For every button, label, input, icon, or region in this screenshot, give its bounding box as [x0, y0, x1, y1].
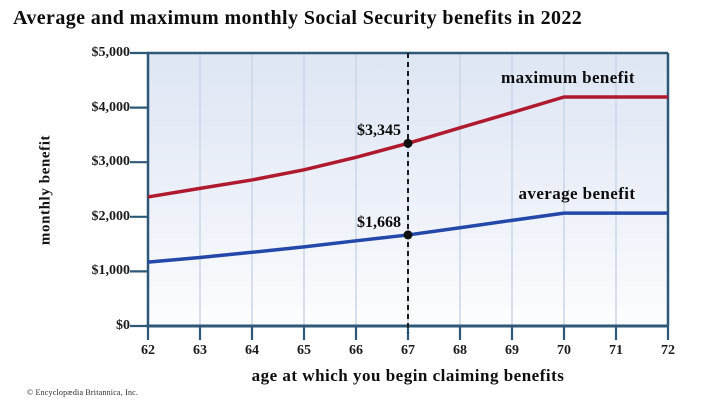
annotation-label-average: $1,668 — [357, 213, 401, 231]
x-tick-label: 63 — [193, 343, 207, 358]
y-tick-label: $0 — [116, 318, 130, 333]
x-tick-label: 69 — [505, 343, 519, 358]
legend-label-average-benefit: average benefit — [518, 184, 636, 203]
copyright-notice: © Encyclopædia Britannica, Inc. — [27, 388, 139, 397]
x-tick-label: 70 — [557, 343, 571, 358]
legend-label-maximum-benefit: maximum benefit — [501, 68, 635, 87]
y-tick-label: $5,000 — [91, 45, 131, 60]
x-tick-label: 65 — [297, 343, 311, 358]
annotation-dot — [403, 138, 413, 148]
x-tick-label: 62 — [141, 343, 155, 358]
x-tick-label: 64 — [245, 343, 259, 358]
x-tick-label: 67 — [401, 343, 415, 358]
y-axis-title: monthly benefit — [37, 134, 54, 246]
x-tick-label: 72 — [661, 343, 675, 358]
chart-title: Average and maximum monthly Social Secur… — [13, 7, 583, 29]
annotation-label-maximum: $3,345 — [357, 122, 401, 140]
x-axis-title: age at which you begin claiming benefits — [251, 366, 565, 385]
annotation-dot — [403, 230, 413, 240]
y-tick-label: $3,000 — [91, 154, 131, 170]
x-tick-label: 71 — [609, 343, 623, 358]
x-tick-label: 68 — [453, 343, 467, 358]
y-tick-label: $2,000 — [91, 208, 131, 224]
x-tick-label: 66 — [349, 343, 363, 358]
y-tick-label: $1,000 — [91, 263, 131, 279]
y-tick-label: $4,000 — [91, 99, 131, 115]
